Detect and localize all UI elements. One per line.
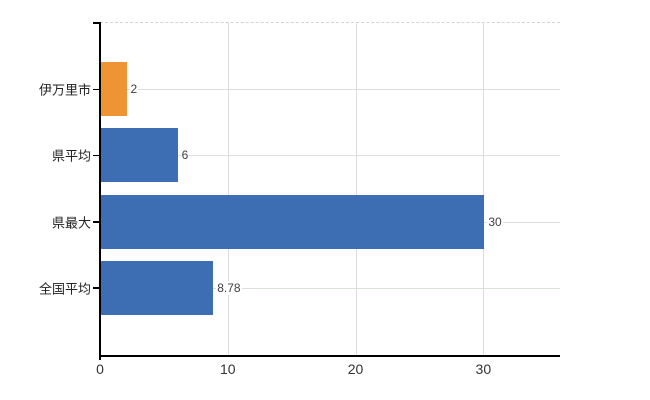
- bar-県平均: [101, 128, 178, 183]
- x-axis-tick-label: 30: [475, 361, 492, 377]
- bar-value-label: 8.78: [216, 280, 242, 295]
- y-axis-line: [99, 22, 101, 360]
- bar-value-label: 30: [487, 214, 503, 229]
- bar-value-label: 2: [129, 82, 139, 97]
- plot-top-border: [100, 22, 560, 23]
- category-tick-mark: [93, 221, 100, 223]
- vertical-gridline: [355, 22, 357, 355]
- horizontal-gridline: [100, 287, 560, 289]
- horizontal-gridline: [100, 155, 560, 157]
- x-axis-tick-label: 10: [219, 361, 236, 377]
- category-tick-mark: [93, 88, 100, 91]
- bar-全国平均: [101, 260, 214, 315]
- bar-県最大: [101, 194, 485, 249]
- category-label: 全国平均: [38, 281, 91, 297]
- category-tick-mark: [93, 154, 100, 157]
- x-axis-tick-label: 0: [96, 361, 104, 377]
- horizontal-gridline: [100, 89, 560, 91]
- x-axis-line: [99, 355, 560, 357]
- vertical-gridline: [483, 22, 485, 355]
- category-tick-mark: [93, 287, 100, 289]
- category-label: 県平均: [51, 148, 91, 164]
- vertical-gridline: [227, 22, 229, 355]
- bar-伊万里市: [101, 62, 127, 117]
- bar-value-label: 6: [180, 148, 190, 163]
- y-axis-top-tick-mark: [93, 22, 100, 24]
- category-label: 県最大: [51, 215, 91, 231]
- category-label: 伊万里市: [38, 82, 91, 98]
- x-axis-tick-label: 20: [347, 361, 364, 377]
